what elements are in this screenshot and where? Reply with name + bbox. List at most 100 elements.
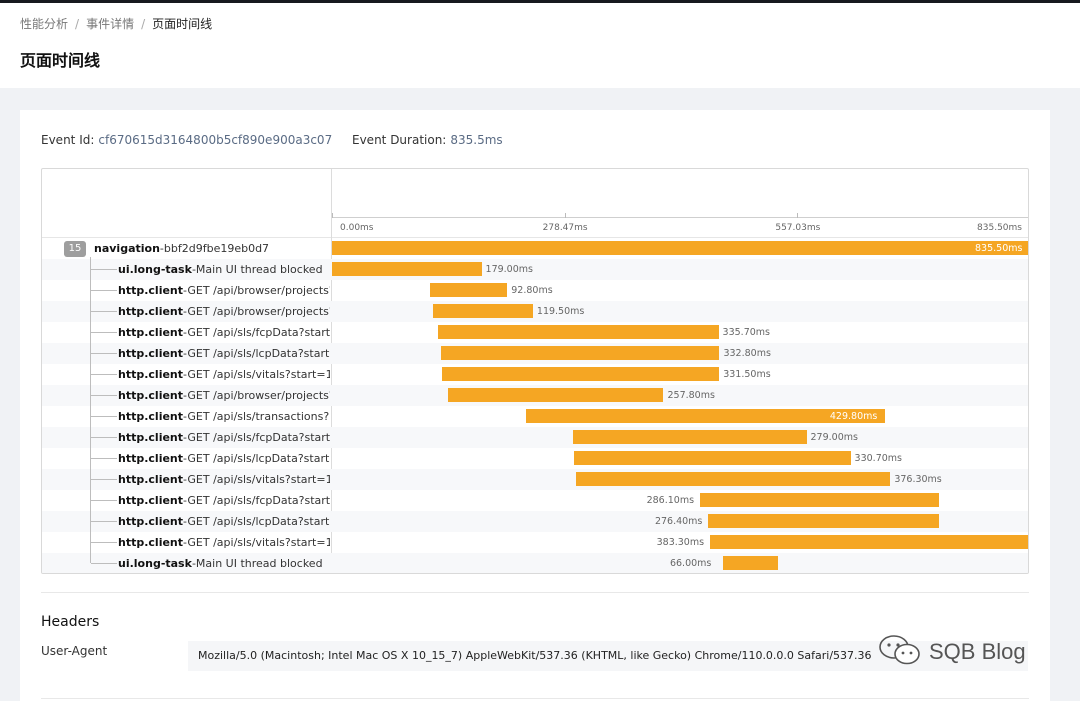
span-label: http.client-GET /api/sls/fcpData?start=1… xyxy=(118,427,330,448)
timeline-header-divider xyxy=(42,237,1028,238)
span-row[interactable]: http.client-GET /api/sls/vitals?start=16… xyxy=(42,532,1028,553)
tree-connector xyxy=(91,479,117,480)
span-description: -GET /api/sls/vitals?start=16787 xyxy=(183,536,330,549)
span-op: http.client xyxy=(118,368,184,381)
span-row[interactable]: http.client-GET /api/sls/vitals?start=16… xyxy=(42,364,1028,385)
span-row[interactable]: http.client-GET /api/sls/lcpData?start=1… xyxy=(42,343,1028,364)
span-op: http.client xyxy=(118,452,184,465)
span-description: -Main UI thread blocked xyxy=(191,263,323,276)
breadcrumb-separator: / xyxy=(75,17,80,31)
span-duration-bar[interactable] xyxy=(442,367,720,381)
span-op: http.client xyxy=(118,431,184,444)
span-duration-label: 279.00ms xyxy=(810,432,858,443)
event-duration: Event Duration: 835.5ms xyxy=(352,133,503,147)
tree-connector xyxy=(91,563,117,564)
span-row[interactable]: http.client-GET /api/sls/fcpData?start=1… xyxy=(42,427,1028,448)
span-row[interactable]: ui.long-task-Main UI thread blocked 179.0… xyxy=(42,259,1028,280)
span-duration-label: 383.30ms xyxy=(656,537,705,548)
span-duration-bar[interactable] xyxy=(574,451,851,465)
span-row[interactable]: http.client-GET /api/sls/fcpData?start=1… xyxy=(42,490,1028,511)
span-duration-bar[interactable] xyxy=(525,409,885,423)
headers-section-title: Headers xyxy=(41,614,100,630)
span-description: -GET /api/sls/lcpData?start=167 xyxy=(183,452,330,465)
span-row[interactable]: ui.long-task-Main UI thread blocked 66.00… xyxy=(42,553,1028,573)
span-duration-bar[interactable] xyxy=(332,262,482,276)
span-description: -bbf2d9fbe19eb0d7 xyxy=(159,242,270,255)
span-op: ui.long-task xyxy=(118,263,192,276)
span-label: ui.long-task-Main UI thread blocked xyxy=(118,553,330,573)
span-duration-bar[interactable] xyxy=(429,283,508,297)
span-label: http.client-GET /api/sls/vitals?start=16… xyxy=(118,532,330,553)
span-duration-bar[interactable] xyxy=(699,493,939,507)
span-description: -GET /api/browser/projects?pag xyxy=(183,305,330,318)
span-duration-label: 276.40ms xyxy=(654,516,703,527)
span-duration-bar[interactable] xyxy=(573,430,807,444)
tree-connector xyxy=(91,353,117,354)
span-description: -GET /api/sls/fcpData?start=167 xyxy=(183,494,330,507)
span-duration-bar[interactable] xyxy=(709,535,1028,549)
span-row[interactable]: http.client-GET /api/sls/lcpData?start=1… xyxy=(42,511,1028,532)
page-title: 页面时间线 xyxy=(20,51,101,70)
span-op: http.client xyxy=(118,284,184,297)
event-id: Event Id: cf670615d3164800b5cf890e900a3c0… xyxy=(41,133,332,147)
tree-connector xyxy=(91,542,117,543)
span-duration-label: 332.80ms xyxy=(723,348,771,359)
span-description: -GET /api/sls/lcpData?start=167 xyxy=(183,515,330,528)
span-duration-label: 119.50ms xyxy=(536,306,585,317)
span-op: http.client xyxy=(118,347,184,360)
span-description: -GET /api/sls/vitals?start=16787 xyxy=(183,473,330,486)
span-duration-label: 835.50ms xyxy=(975,243,1023,254)
span-label: http.client-GET /api/sls/lcpData?start=1… xyxy=(118,511,330,532)
span-duration-label: 66.00ms xyxy=(669,558,712,569)
span-row[interactable]: http.client-GET /api/browser/projects?na… xyxy=(42,280,1028,301)
span-op: navigation xyxy=(94,242,160,255)
span-duration-bar[interactable] xyxy=(438,325,719,339)
span-duration-bar[interactable] xyxy=(575,472,891,486)
span-row-root[interactable]: 15 navigation-bbf2d9fbe19eb0d7 835.50ms xyxy=(42,238,1028,259)
breadcrumb-item-event-detail[interactable]: 事件详情 xyxy=(86,17,135,31)
span-duration-bar[interactable] xyxy=(332,241,1028,255)
span-op: http.client xyxy=(118,536,184,549)
span-duration-bar[interactable] xyxy=(448,388,664,402)
page-header: 性能分析 / 事件详情 / 页面时间线 页面时间线 xyxy=(0,3,1080,88)
span-row[interactable]: http.client-GET /api/sls/lcpData?start=1… xyxy=(42,448,1028,469)
tree-connector xyxy=(91,290,117,291)
span-row[interactable]: http.client-GET /api/browser/projects?pa… xyxy=(42,301,1028,322)
span-duration-label: 331.50ms xyxy=(723,369,771,380)
tree-connector xyxy=(91,521,117,522)
span-duration-label: 179.00ms xyxy=(485,264,533,275)
span-row[interactable]: http.client-GET /api/sls/fcpData?start=1… xyxy=(42,322,1028,343)
tree-connector xyxy=(91,311,117,312)
span-op: ui.long-task xyxy=(118,557,192,570)
watermark: SQB Blog xyxy=(877,634,1026,672)
span-label: http.client-GET /api/sls/fcpData?start=1… xyxy=(118,490,330,511)
trace-timeline: 0.00ms 278.47ms 557.03ms 835.50ms 15 navigati… xyxy=(41,168,1029,574)
span-description: -GET /api/sls/fcpData?start=167 xyxy=(183,326,330,339)
span-duration-bar[interactable] xyxy=(433,304,533,318)
span-description: -GET /api/sls/transactions?page xyxy=(183,410,330,423)
span-label: http.client-GET /api/sls/lcpData?start=1… xyxy=(118,343,330,364)
axis-tick-label: 278.47ms xyxy=(542,223,588,233)
column-divider[interactable] xyxy=(331,169,332,573)
wechat-icon xyxy=(877,634,923,672)
tree-connector xyxy=(91,500,117,501)
span-duration-bar[interactable] xyxy=(441,346,720,360)
watermark-text: SQB Blog xyxy=(929,638,1026,664)
span-duration-label: 286.10ms xyxy=(646,495,695,506)
span-description: -Main UI thread blocked xyxy=(191,557,323,570)
span-row[interactable]: http.client-GET /api/sls/vitals?start=16… xyxy=(42,469,1028,490)
span-row[interactable]: http.client-GET /api/sls/transactions?pa… xyxy=(42,406,1028,427)
child-count-badge[interactable]: 15 xyxy=(64,241,86,257)
axis-tick-label: 557.03ms xyxy=(775,223,821,233)
span-label: ui.long-task-Main UI thread blocked xyxy=(118,259,330,280)
axis-tick-label: 0.00ms xyxy=(340,223,374,233)
span-row[interactable]: http.client-GET /api/browser/projects?pa… xyxy=(42,385,1028,406)
axis-tick-mark xyxy=(564,213,566,218)
breadcrumb-item-performance[interactable]: 性能分析 xyxy=(20,17,69,31)
span-duration-bar[interactable] xyxy=(707,514,939,528)
span-label: http.client-GET /api/sls/fcpData?start=1… xyxy=(118,322,330,343)
span-description: -GET /api/browser/projects?pag xyxy=(183,389,330,402)
section-divider xyxy=(41,698,1029,699)
user-agent-key: User-Agent xyxy=(41,644,108,658)
span-duration-bar[interactable] xyxy=(722,556,779,570)
